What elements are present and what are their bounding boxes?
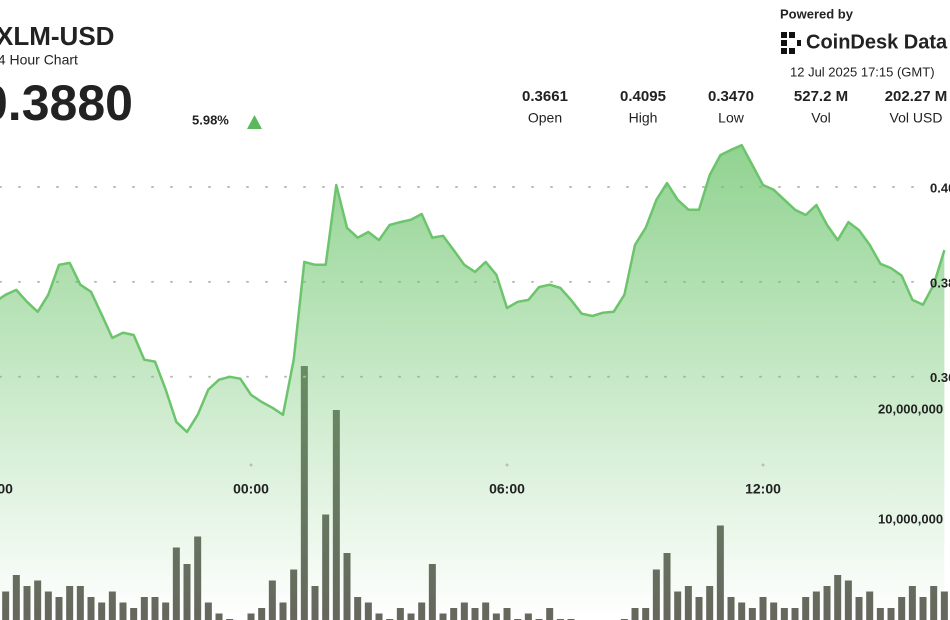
y-tick-label: 0.40 [930, 180, 950, 195]
stat-value: 527.2 M [794, 88, 848, 105]
x-tick-label: 12:00 [745, 481, 781, 497]
stat-value: 0.3470 [708, 88, 754, 105]
x-tick-label: 18:00 [0, 481, 13, 497]
stat-label: High [629, 110, 658, 126]
x-tick-label: 00:00 [233, 481, 269, 497]
powered-by: Powered by [780, 6, 854, 21]
y2-tick-label: 20,000,000 [878, 401, 943, 416]
price-area [0, 145, 945, 620]
stat-label: Vol [811, 110, 830, 126]
stat-label: Open [528, 110, 562, 126]
up-arrow [247, 115, 262, 129]
subtitle: 24 Hour Chart [0, 52, 78, 68]
timestamp: 12 Jul 2025 17:15 (GMT) [790, 64, 935, 79]
stat-label: Low [718, 110, 745, 126]
x-tick-dot [249, 463, 253, 467]
y-tick-label: 0.36 [930, 370, 950, 385]
stat-value: 0.4095 [620, 88, 666, 105]
stat-value: 202.27 M [885, 88, 948, 105]
x-tick-dot [505, 463, 509, 467]
brand: CoinDesk Data [806, 31, 948, 53]
x-tick-label: 06:00 [489, 481, 525, 497]
y-tick-label: 0.38 [930, 275, 950, 290]
change: 5.98% [192, 112, 229, 127]
stat-label: Vol USD [890, 110, 943, 126]
stat-value: 0.3661 [522, 88, 568, 105]
chart-title: XLM-USD [0, 21, 114, 51]
y2-tick-label: 10,000,000 [878, 511, 943, 526]
last-price: 0.3880 [0, 75, 133, 131]
price-line [0, 143, 946, 434]
x-tick-dot [761, 463, 765, 467]
logo-icon [781, 32, 801, 54]
